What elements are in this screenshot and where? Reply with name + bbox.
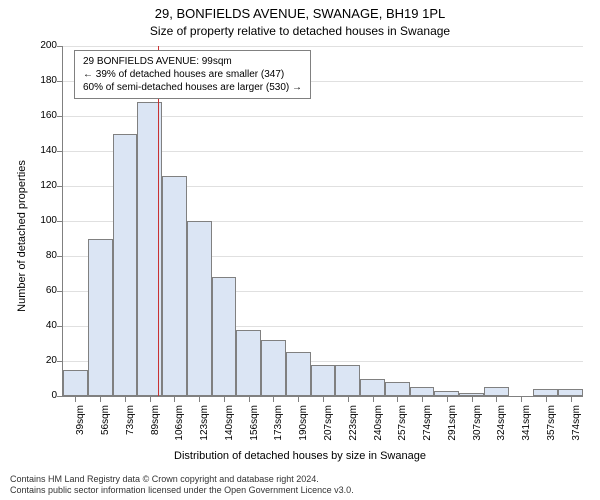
y-tick	[57, 221, 63, 222]
x-tick	[422, 396, 423, 402]
chart-title-sub: Size of property relative to detached ho…	[0, 24, 600, 38]
histogram-bar	[335, 365, 360, 397]
histogram-bar	[88, 239, 113, 397]
x-tick-label: 106sqm	[174, 405, 185, 455]
x-tick-label: 207sqm	[323, 405, 334, 455]
x-tick	[224, 396, 225, 402]
x-tick-label: 374sqm	[571, 405, 582, 455]
histogram-bar	[63, 370, 88, 396]
footer-line1: Contains HM Land Registry data © Crown c…	[10, 474, 590, 485]
y-tick	[57, 256, 63, 257]
x-tick-label: 274sqm	[422, 405, 433, 455]
histogram-bar	[558, 389, 583, 396]
histogram-bar	[113, 134, 138, 397]
x-tick-label: 291sqm	[447, 405, 458, 455]
histogram-bar	[311, 365, 336, 397]
chart-container: 29, BONFIELDS AVENUE, SWANAGE, BH19 1PL …	[0, 0, 600, 500]
x-tick-label: 240sqm	[373, 405, 384, 455]
x-tick	[174, 396, 175, 402]
annotation-box: 29 BONFIELDS AVENUE: 99sqm ← 39% of deta…	[74, 50, 311, 99]
footer-attribution: Contains HM Land Registry data © Crown c…	[10, 474, 590, 497]
x-tick-label: 307sqm	[472, 405, 483, 455]
annotation-line2: ← 39% of detached houses are smaller (34…	[83, 68, 302, 81]
y-tick-label: 40	[27, 321, 57, 331]
histogram-bar	[187, 221, 212, 396]
y-tick-label: 160	[27, 111, 57, 121]
histogram-bar	[533, 389, 558, 396]
x-tick-label: 341sqm	[521, 405, 532, 455]
y-tick	[57, 186, 63, 187]
histogram-bar	[360, 379, 385, 397]
x-tick-label: 257sqm	[397, 405, 408, 455]
x-tick-label: 123sqm	[199, 405, 210, 455]
x-tick	[348, 396, 349, 402]
annotation-line3: 60% of semi-detached houses are larger (…	[83, 81, 302, 94]
y-tick	[57, 116, 63, 117]
chart-title-main: 29, BONFIELDS AVENUE, SWANAGE, BH19 1PL	[0, 6, 600, 21]
x-tick	[150, 396, 151, 402]
x-tick-label: 223sqm	[348, 405, 359, 455]
histogram-bar	[385, 382, 410, 396]
x-tick	[125, 396, 126, 402]
x-tick	[496, 396, 497, 402]
y-tick-label: 140	[27, 146, 57, 156]
x-tick-label: 190sqm	[298, 405, 309, 455]
y-tick-label: 100	[27, 216, 57, 226]
y-tick-label: 20	[27, 356, 57, 366]
x-tick-label: 140sqm	[224, 405, 235, 455]
x-tick-label: 39sqm	[75, 405, 86, 455]
x-tick	[323, 396, 324, 402]
y-tick	[57, 326, 63, 327]
x-tick-label: 73sqm	[125, 405, 136, 455]
x-tick	[298, 396, 299, 402]
x-tick	[373, 396, 374, 402]
gridline	[63, 46, 583, 47]
y-tick	[57, 81, 63, 82]
y-axis-label: Number of detached properties	[16, 136, 28, 336]
histogram-bar	[236, 330, 261, 397]
y-tick	[57, 291, 63, 292]
x-tick	[571, 396, 572, 402]
x-tick-label: 156sqm	[249, 405, 260, 455]
y-tick	[57, 396, 63, 397]
histogram-bar	[484, 387, 509, 396]
footer-line2: Contains public sector information licen…	[10, 485, 590, 496]
x-tick-label: 56sqm	[100, 405, 111, 455]
x-tick	[472, 396, 473, 402]
x-tick-label: 173sqm	[273, 405, 284, 455]
x-tick-label: 324sqm	[496, 405, 507, 455]
histogram-bar	[261, 340, 286, 396]
y-tick-label: 180	[27, 76, 57, 86]
x-tick	[100, 396, 101, 402]
x-tick	[75, 396, 76, 402]
x-tick	[447, 396, 448, 402]
histogram-bar	[286, 352, 311, 396]
y-tick-label: 0	[27, 391, 57, 401]
x-tick	[546, 396, 547, 402]
histogram-bar	[212, 277, 237, 396]
x-tick-label: 89sqm	[150, 405, 161, 455]
x-tick	[199, 396, 200, 402]
x-tick	[397, 396, 398, 402]
annotation-line1: 29 BONFIELDS AVENUE: 99sqm	[83, 55, 302, 68]
x-tick	[521, 396, 522, 402]
y-tick-label: 120	[27, 181, 57, 191]
x-tick	[273, 396, 274, 402]
histogram-bar	[410, 387, 435, 396]
x-tick-label: 357sqm	[546, 405, 557, 455]
histogram-bar	[162, 176, 187, 397]
y-tick-label: 200	[27, 41, 57, 51]
x-tick	[249, 396, 250, 402]
y-tick-label: 80	[27, 251, 57, 261]
y-tick	[57, 361, 63, 362]
y-tick-label: 60	[27, 286, 57, 296]
y-tick	[57, 46, 63, 47]
y-tick	[57, 151, 63, 152]
